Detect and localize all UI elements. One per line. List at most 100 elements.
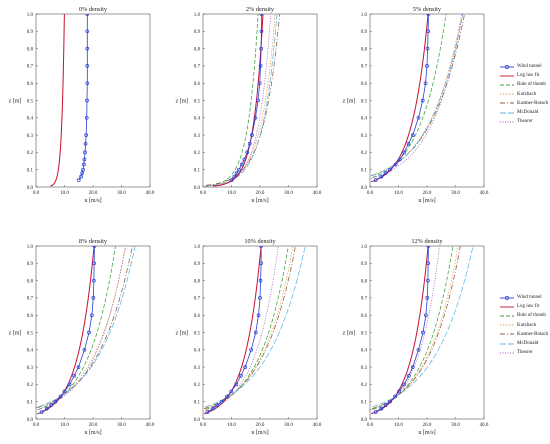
y-tick-label: 0.5 bbox=[361, 99, 368, 104]
legend-item-kutzbach: Kutzbach bbox=[500, 321, 550, 330]
series-theurer-line bbox=[205, 246, 279, 412]
x-tick-label: 40.0 bbox=[313, 423, 322, 428]
point-wind-tunnel bbox=[406, 373, 411, 378]
x-tick-label: 40.0 bbox=[146, 423, 155, 428]
point-wind-tunnel bbox=[402, 382, 407, 387]
series-kutzbach-line bbox=[370, 246, 459, 410]
point-wind-tunnel bbox=[253, 115, 258, 120]
plot-frame bbox=[35, 245, 151, 420]
point-wind-tunnel bbox=[82, 162, 86, 167]
point-wind-tunnel bbox=[87, 330, 91, 335]
series-kastner-rotach-line bbox=[203, 246, 296, 409]
point-wind-tunnel bbox=[92, 278, 96, 283]
x-tick-label: 10.0 bbox=[60, 423, 69, 428]
y-tick-label: 0.6 bbox=[27, 82, 34, 87]
point-wind-tunnel bbox=[410, 365, 415, 369]
legend-item-theurer: Theurer bbox=[500, 117, 550, 126]
legend-swatch-kutzbach bbox=[500, 322, 514, 328]
y-tick-label: 0.0 bbox=[361, 418, 368, 423]
y-tick-label: 0.9 bbox=[361, 30, 368, 35]
x-tick-label: 20.0 bbox=[89, 423, 98, 428]
point-wind-tunnel bbox=[85, 64, 90, 68]
y-tick-label: 0.9 bbox=[361, 262, 368, 267]
point-wind-tunnel bbox=[388, 399, 392, 404]
x-tick-label: 0.0 bbox=[367, 191, 374, 196]
point-wind-tunnel bbox=[397, 389, 401, 394]
x-tick-label: 20.0 bbox=[256, 191, 265, 196]
x-tick-label: 30.0 bbox=[451, 423, 460, 428]
legend-item-kastner-rotach: Kastner-Rotach bbox=[500, 99, 550, 108]
x-axis-label: u [m/s] bbox=[84, 198, 101, 204]
x-tick-label: 40.0 bbox=[313, 191, 322, 196]
y-tick-label: 0.7 bbox=[361, 297, 368, 302]
point-wind-tunnel bbox=[259, 29, 264, 34]
legend-item-wind-tunnel: Wind tunnel bbox=[500, 293, 550, 302]
point-wind-tunnel bbox=[49, 403, 53, 408]
y-tick-label: 0.1 bbox=[361, 401, 368, 406]
y-tick-label: 0.9 bbox=[194, 262, 201, 267]
point-wind-tunnel bbox=[256, 313, 261, 318]
y-tick-label: 0.5 bbox=[194, 331, 201, 336]
y-tick-label: 0.4 bbox=[194, 117, 201, 122]
point-wind-tunnel bbox=[259, 14, 264, 16]
y-tick-label: 0.7 bbox=[194, 297, 201, 302]
legend-swatch-mcdonald bbox=[500, 341, 514, 347]
y-tick-label: 0.3 bbox=[361, 366, 368, 371]
point-wind-tunnel bbox=[388, 167, 392, 172]
y-tick-label: 0.6 bbox=[361, 82, 368, 87]
legend-bottom: Wind tunnel Log law fit Rule of thumb Kutzb… bbox=[500, 293, 550, 357]
series-theurer-line bbox=[371, 246, 440, 413]
chart-title: 10% density bbox=[244, 238, 276, 245]
legend-item-kutzbach: Kutzbach bbox=[500, 90, 550, 99]
series-wind-tunnel-line bbox=[41, 246, 95, 413]
y-tick-label: 0.1 bbox=[194, 169, 201, 174]
legend-swatch-wind-tunnel bbox=[500, 295, 514, 301]
legend-swatch-theurer bbox=[500, 350, 514, 356]
plot-area bbox=[36, 246, 136, 415]
chart-title: 8% density bbox=[79, 238, 108, 245]
x-tick-label: 10.0 bbox=[227, 191, 236, 196]
y-tick-label: 0.0 bbox=[194, 186, 201, 191]
point-wind-tunnel bbox=[85, 98, 89, 103]
point-wind-tunnel bbox=[426, 278, 430, 283]
y-tick-label: 0.4 bbox=[27, 349, 34, 354]
point-wind-tunnel bbox=[425, 64, 429, 68]
point-wind-tunnel bbox=[398, 157, 402, 162]
series-kastner-rotach-line bbox=[36, 246, 133, 409]
x-tick-label: 30.0 bbox=[117, 423, 126, 428]
series-theurer-line bbox=[37, 246, 126, 410]
y-axis-label: z [m] bbox=[9, 331, 22, 337]
legend-item-mcdonald: McDonald bbox=[500, 108, 550, 117]
point-wind-tunnel bbox=[229, 389, 234, 394]
plot-frame bbox=[369, 13, 485, 188]
legend-item-theurer: Theurer bbox=[500, 348, 550, 357]
series-mcdonald-line bbox=[372, 246, 474, 408]
point-wind-tunnel bbox=[92, 261, 96, 266]
chart-panel-5: 12% density 0.0 0.1 0.2 0.3 0.4 0.5 0.6 0.7 0.8 0.… bbox=[343, 238, 489, 436]
legend-label: Theurer bbox=[517, 119, 533, 125]
point-wind-tunnel bbox=[82, 157, 87, 162]
x-tick-label: 10.0 bbox=[60, 191, 69, 196]
y-tick-label: 0.0 bbox=[27, 186, 34, 191]
point-wind-tunnel bbox=[83, 150, 87, 155]
y-tick-label: 0.6 bbox=[194, 82, 201, 87]
series-kutzbach-line bbox=[210, 14, 276, 186]
point-wind-tunnel bbox=[259, 261, 263, 266]
x-axis-label: u [m/s] bbox=[251, 430, 268, 436]
point-wind-tunnel bbox=[239, 162, 244, 167]
point-wind-tunnel bbox=[67, 382, 72, 387]
x-tick-label: 20.0 bbox=[423, 423, 432, 428]
point-wind-tunnel bbox=[402, 150, 407, 155]
series-mcdonald-line bbox=[212, 14, 278, 186]
x-axis-label: u [m/s] bbox=[418, 198, 435, 204]
series-rule-of-thumb-line bbox=[205, 14, 259, 187]
legend-label: Kastner-Rotach bbox=[517, 331, 549, 337]
legend-label: Wind tunnel bbox=[517, 295, 542, 301]
point-wind-tunnel bbox=[259, 46, 263, 51]
series-mcdonald-line bbox=[205, 246, 306, 408]
point-wind-tunnel bbox=[247, 141, 252, 146]
y-tick-label: 0.7 bbox=[361, 65, 368, 70]
y-tick-label: 1.0 bbox=[361, 13, 368, 18]
point-wind-tunnel bbox=[416, 347, 421, 352]
